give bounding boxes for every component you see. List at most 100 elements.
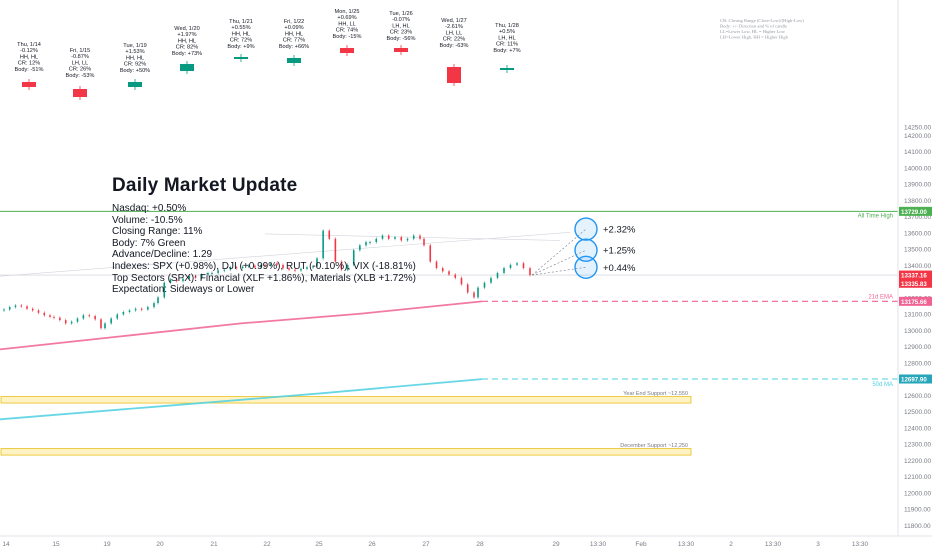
- price-tag: [899, 296, 932, 306]
- price-tick-label: 11800.00: [904, 523, 931, 530]
- candle-body: [419, 235, 421, 239]
- price-tag: [899, 270, 932, 280]
- summary-text: HH, HL: [178, 38, 196, 44]
- legend-note-line: LH=Lower High, HH = Higher High: [720, 35, 789, 41]
- candle-body: [387, 235, 390, 239]
- candle-body: [157, 297, 159, 304]
- update-line: Nasdaq: +0.50%: [112, 203, 187, 214]
- candle-body: [477, 287, 479, 298]
- time-tick-label: 27: [422, 541, 430, 548]
- summary-text: Mon, 1/25: [335, 9, 360, 15]
- price-tag: [899, 278, 932, 288]
- summary-text: Body: +9%: [227, 44, 254, 50]
- moving-averages: [0, 300, 483, 421]
- summary-candle-body: [73, 89, 87, 97]
- candle-body: [217, 270, 219, 273]
- price-tick-label: 13400.00: [904, 263, 931, 270]
- trendline: [0, 232, 571, 277]
- summary-text: -0.12%: [20, 48, 38, 54]
- time-tick-label: 13:30: [590, 541, 607, 548]
- candle-body: [282, 264, 284, 269]
- candle-body: [140, 308, 143, 310]
- candle-body: [394, 237, 396, 239]
- time-tick-label: 2: [729, 541, 733, 548]
- ema21-label: 21d EMA: [868, 294, 893, 300]
- candle-body: [322, 230, 324, 259]
- candle-body: [264, 264, 266, 266]
- candle-body: [14, 305, 17, 308]
- candle-body: [460, 277, 463, 285]
- summary-text: LH, HL: [392, 23, 409, 29]
- candle-body: [270, 263, 272, 266]
- summary-text: +0.09%: [284, 25, 303, 31]
- target-label: +1.25%: [603, 246, 636, 257]
- candle-body: [88, 315, 91, 317]
- price-tick-label: 12200.00: [904, 458, 931, 465]
- candle-body: [53, 316, 55, 318]
- candle-body: [473, 292, 475, 298]
- summary-text: Wed, 1/20: [174, 26, 199, 32]
- candle-body: [20, 305, 23, 307]
- candle-body: [365, 242, 367, 246]
- price-tag-label: 13335.83: [901, 281, 927, 288]
- legend-note-line: Body: +/- Direction and % of candle: [720, 24, 787, 29]
- price-candles: [3, 229, 531, 330]
- candle-body: [509, 264, 512, 269]
- summary-candle-body: [22, 82, 36, 87]
- time-tick-label: 15: [52, 541, 60, 548]
- candle-body: [175, 279, 178, 282]
- price-tick-label: 13700.00: [904, 214, 931, 221]
- summary-text: Tue, 1/26: [389, 11, 412, 17]
- price-tag: [899, 206, 932, 216]
- summary-text: +0.55%: [231, 25, 250, 31]
- candle-body: [110, 318, 112, 324]
- candle-body: [294, 269, 296, 271]
- target-circles: +2.32% +1.25% +0.44%: [531, 217, 636, 279]
- target-label: +2.32%: [603, 225, 636, 236]
- target-circle: [574, 255, 598, 279]
- price-tick-label: 14100.00: [904, 149, 931, 156]
- price-tick-label: 12400.00: [904, 425, 931, 432]
- summary-text: CR: 74%: [336, 28, 358, 34]
- summary-text: +0.69%: [337, 15, 356, 21]
- summary-text: -0.07%: [392, 17, 410, 23]
- time-tick-label: 13:30: [765, 541, 782, 548]
- candle-body: [229, 267, 232, 270]
- summary-text: Thu, 1/21: [229, 19, 253, 25]
- price-tag-label: 13337.16: [901, 273, 927, 280]
- candle-body: [423, 238, 425, 246]
- candle-body: [334, 238, 337, 262]
- candle-body: [134, 308, 137, 311]
- price-tick-label: 12000.00: [904, 490, 931, 497]
- candle-body: [369, 242, 371, 244]
- summary-candle-body: [447, 67, 461, 83]
- summary-text: -0.87%: [71, 54, 89, 60]
- summary-text: CR: 11%: [496, 42, 518, 48]
- legend-note: CR: Closing Range (Close-Low)/(High-Low)…: [720, 18, 804, 41]
- price-tick-label: 11900.00: [904, 507, 931, 514]
- candle-body: [496, 272, 499, 278]
- summary-text: HH, LL: [338, 21, 355, 27]
- candle-body: [104, 323, 106, 329]
- candle-body: [147, 307, 149, 310]
- price-tick-label: 13000.00: [904, 328, 931, 335]
- candle-body: [211, 272, 213, 274]
- time-tick-label: 22: [263, 541, 271, 548]
- summary-text: Fri, 1/22: [284, 19, 305, 25]
- price-tick-label: 14250.00: [904, 125, 931, 132]
- candle-body: [59, 317, 61, 321]
- candle-body: [516, 263, 518, 265]
- update-line: Body: 7% Green: [112, 237, 186, 249]
- candle-body: [163, 282, 166, 298]
- price-tag-label: 13729.00: [901, 209, 927, 216]
- price-tick-label: 13600.00: [904, 230, 931, 237]
- summary-text: HH, HL: [285, 31, 303, 37]
- all-time-high-label: All Time High: [858, 213, 893, 219]
- candle-body: [76, 318, 79, 322]
- candle-body: [70, 321, 73, 324]
- time-tick-label: 28: [476, 541, 484, 548]
- candle-body: [3, 309, 5, 311]
- price-tick-label: 13500.00: [904, 247, 931, 254]
